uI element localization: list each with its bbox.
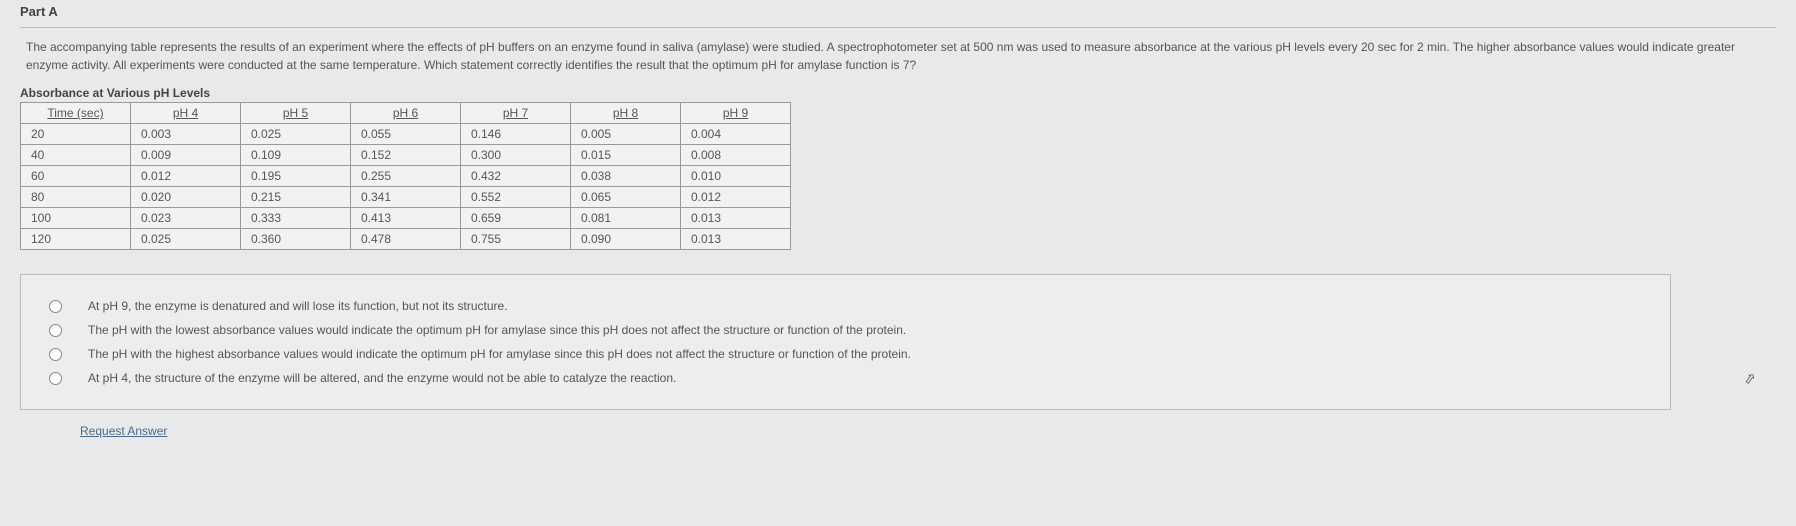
value-cell: 0.020 [131, 187, 241, 208]
value-cell: 0.010 [681, 166, 791, 187]
value-cell: 0.341 [351, 187, 461, 208]
time-cell: 20 [21, 124, 131, 145]
option-row[interactable]: The pH with the lowest absorbance values… [49, 323, 1650, 337]
time-cell: 60 [21, 166, 131, 187]
time-cell: 40 [21, 145, 131, 166]
table-row: 600.0120.1950.2550.4320.0380.010 [21, 166, 791, 187]
value-cell: 0.552 [461, 187, 571, 208]
value-cell: 0.025 [241, 124, 351, 145]
value-cell: 0.009 [131, 145, 241, 166]
value-cell: 0.300 [461, 145, 571, 166]
col-header: pH 5 [241, 103, 351, 124]
col-header: pH 4 [131, 103, 241, 124]
value-cell: 0.013 [681, 208, 791, 229]
value-cell: 0.008 [681, 145, 791, 166]
value-cell: 0.255 [351, 166, 461, 187]
option-row[interactable]: The pH with the highest absorbance value… [49, 347, 1650, 361]
time-cell: 80 [21, 187, 131, 208]
value-cell: 0.432 [461, 166, 571, 187]
value-cell: 0.333 [241, 208, 351, 229]
radio-icon[interactable] [49, 372, 62, 385]
value-cell: 0.659 [461, 208, 571, 229]
col-header: pH 9 [681, 103, 791, 124]
value-cell: 0.015 [571, 145, 681, 166]
col-header: pH 8 [571, 103, 681, 124]
col-header: Time (sec) [21, 103, 131, 124]
answer-options: At pH 9, the enzyme is denatured and wil… [20, 274, 1671, 410]
option-text: The pH with the lowest absorbance values… [88, 323, 906, 337]
value-cell: 0.012 [131, 166, 241, 187]
value-cell: 0.003 [131, 124, 241, 145]
value-cell: 0.081 [571, 208, 681, 229]
value-cell: 0.005 [571, 124, 681, 145]
time-cell: 100 [21, 208, 131, 229]
value-cell: 0.055 [351, 124, 461, 145]
col-header: pH 6 [351, 103, 461, 124]
value-cell: 0.023 [131, 208, 241, 229]
value-cell: 0.013 [681, 229, 791, 250]
col-header: pH 7 [461, 103, 571, 124]
radio-icon[interactable] [49, 348, 62, 361]
value-cell: 0.025 [131, 229, 241, 250]
table-title: Absorbance at Various pH Levels [20, 86, 1776, 100]
value-cell: 0.109 [241, 145, 351, 166]
radio-icon[interactable] [49, 300, 62, 313]
option-text: At pH 4, the structure of the enzyme wil… [88, 371, 676, 385]
cursor-icon: ⬀ [1743, 369, 1758, 388]
question-text: The accompanying table represents the re… [26, 38, 1770, 74]
value-cell: 0.012 [681, 187, 791, 208]
option-text: At pH 9, the enzyme is denatured and wil… [88, 299, 508, 313]
table-header-row: Time (sec) pH 4 pH 5 pH 6 pH 7 pH 8 pH 9 [21, 103, 791, 124]
table-row: 1200.0250.3600.4780.7550.0900.013 [21, 229, 791, 250]
value-cell: 0.413 [351, 208, 461, 229]
part-label: Part A [20, 0, 1776, 28]
value-cell: 0.195 [241, 166, 351, 187]
table-row: 1000.0230.3330.4130.6590.0810.013 [21, 208, 791, 229]
value-cell: 0.004 [681, 124, 791, 145]
value-cell: 0.152 [351, 145, 461, 166]
table-row: 400.0090.1090.1520.3000.0150.008 [21, 145, 791, 166]
value-cell: 0.090 [571, 229, 681, 250]
value-cell: 0.038 [571, 166, 681, 187]
option-row[interactable]: At pH 4, the structure of the enzyme wil… [49, 371, 1650, 385]
radio-icon[interactable] [49, 324, 62, 337]
value-cell: 0.215 [241, 187, 351, 208]
value-cell: 0.146 [461, 124, 571, 145]
value-cell: 0.065 [571, 187, 681, 208]
value-cell: 0.478 [351, 229, 461, 250]
value-cell: 0.755 [461, 229, 571, 250]
request-answer-link[interactable]: Request Answer [80, 424, 167, 438]
absorbance-table: Time (sec) pH 4 pH 5 pH 6 pH 7 pH 8 pH 9… [20, 102, 791, 250]
time-cell: 120 [21, 229, 131, 250]
option-text: The pH with the highest absorbance value… [88, 347, 911, 361]
value-cell: 0.360 [241, 229, 351, 250]
table-row: 200.0030.0250.0550.1460.0050.004 [21, 124, 791, 145]
table-row: 800.0200.2150.3410.5520.0650.012 [21, 187, 791, 208]
option-row[interactable]: At pH 9, the enzyme is denatured and wil… [49, 299, 1650, 313]
